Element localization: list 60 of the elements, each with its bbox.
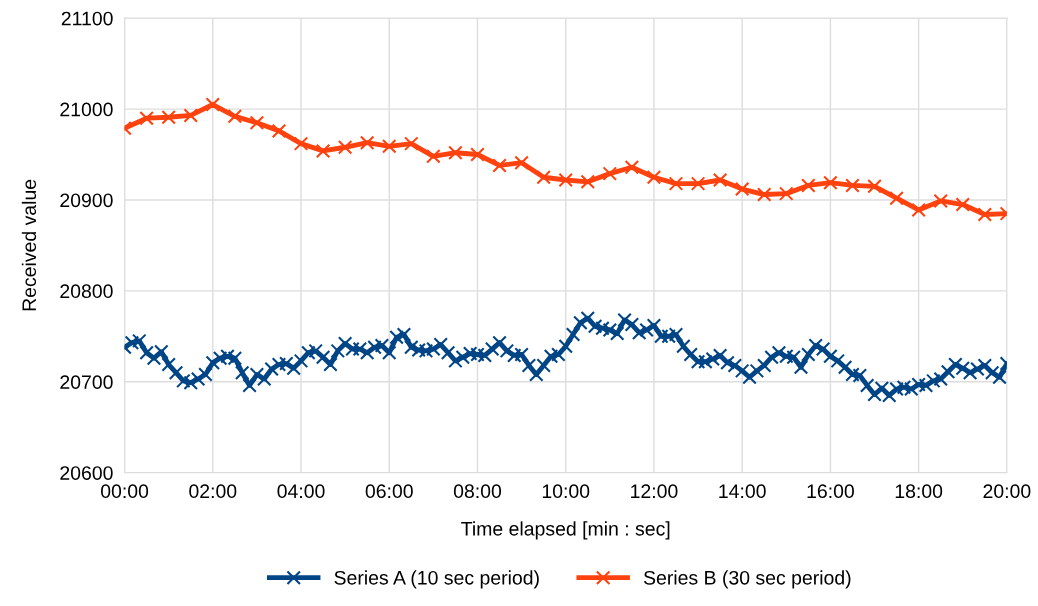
x-tick-label: 10:00 bbox=[542, 484, 590, 499]
point bbox=[778, 186, 794, 201]
point bbox=[293, 136, 309, 151]
x-tick-label: 06:00 bbox=[365, 484, 413, 499]
x-tick-label: 12:00 bbox=[631, 484, 678, 499]
point bbox=[845, 178, 860, 193]
x-tick-label: 08:00 bbox=[453, 484, 502, 499]
x-tick-label: 02:00 bbox=[189, 484, 237, 499]
point bbox=[624, 159, 640, 175]
point bbox=[756, 187, 772, 202]
y-tick-label: 20700 bbox=[60, 375, 113, 390]
point bbox=[955, 197, 971, 212]
point bbox=[580, 174, 596, 190]
point bbox=[867, 179, 882, 194]
point bbox=[734, 181, 750, 197]
point bbox=[602, 166, 618, 181]
point bbox=[161, 109, 176, 125]
y-tick-label: 20900 bbox=[60, 193, 113, 208]
point bbox=[426, 149, 441, 164]
point bbox=[558, 172, 573, 188]
legend-label: Series A (10 sec period) bbox=[334, 570, 539, 589]
point bbox=[139, 110, 154, 126]
x-tick-label: 18:00 bbox=[895, 484, 943, 499]
point bbox=[977, 207, 993, 222]
point bbox=[183, 108, 199, 123]
point bbox=[823, 175, 838, 190]
point bbox=[381, 139, 397, 154]
point bbox=[359, 135, 375, 150]
x-tick-label: 04:00 bbox=[277, 484, 325, 499]
y-axis-title: Received value bbox=[21, 179, 37, 311]
point bbox=[801, 178, 816, 193]
point bbox=[514, 155, 529, 170]
point bbox=[492, 158, 507, 173]
point bbox=[712, 172, 728, 188]
x-tick-label: 14:00 bbox=[719, 484, 766, 499]
x-axis-title: Time elapsed [min : sec] bbox=[461, 521, 670, 540]
y-tick-label: 20600 bbox=[60, 466, 113, 480]
point bbox=[470, 147, 485, 162]
point bbox=[911, 202, 926, 218]
x-tick-label: 20:00 bbox=[983, 484, 1031, 499]
point bbox=[249, 115, 265, 130]
y-tick-label: 20800 bbox=[60, 284, 113, 299]
point bbox=[271, 123, 287, 139]
point bbox=[448, 145, 463, 160]
x-tick-label: 00:00 bbox=[100, 484, 149, 499]
point bbox=[933, 193, 948, 209]
point bbox=[205, 97, 221, 112]
point bbox=[668, 176, 684, 191]
x-tick-label: 16:00 bbox=[807, 484, 854, 499]
y-tick-label: 21100 bbox=[61, 11, 113, 26]
point bbox=[646, 169, 662, 185]
point bbox=[315, 143, 331, 159]
point bbox=[337, 139, 353, 155]
point bbox=[889, 190, 904, 206]
legend-label: Series B (30 sec period) bbox=[643, 570, 851, 589]
y-tick-label: 21000 bbox=[60, 102, 113, 117]
point bbox=[227, 109, 243, 124]
point bbox=[690, 176, 706, 191]
point bbox=[404, 136, 419, 151]
point bbox=[536, 169, 551, 185]
